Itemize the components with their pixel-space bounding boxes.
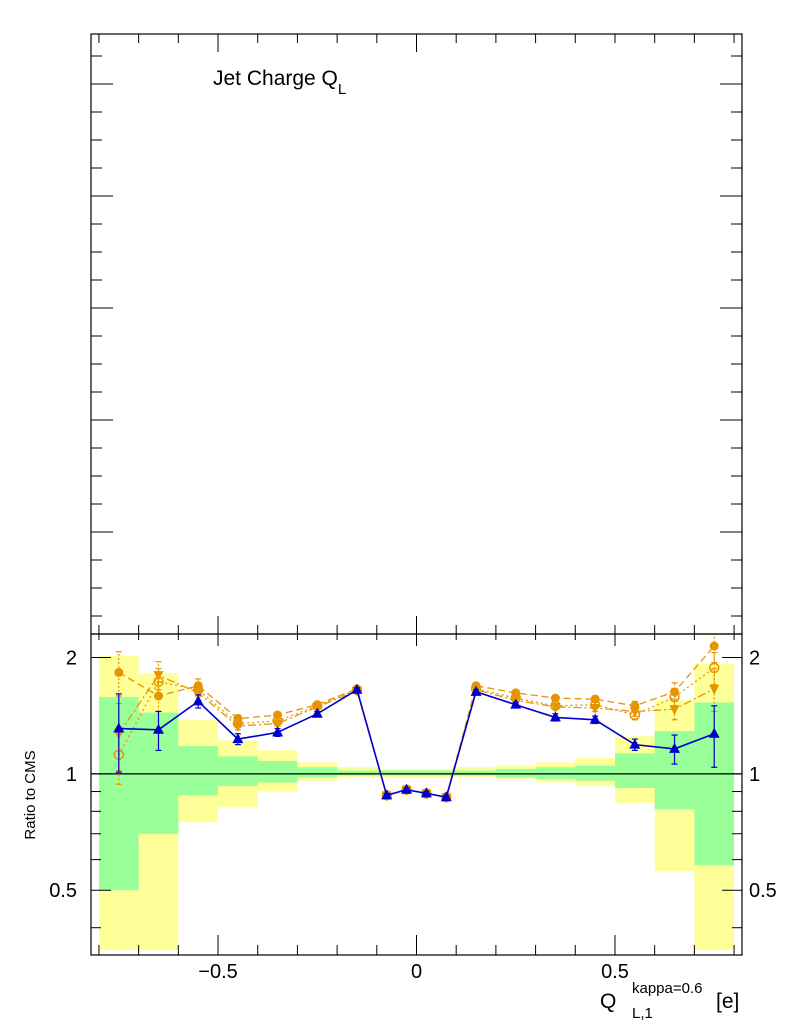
ratio-panel-frame bbox=[90, 633, 743, 956]
data-point bbox=[470, 685, 482, 696]
ratio-uncertainty-bands bbox=[98, 655, 735, 951]
data-point bbox=[669, 705, 680, 716]
data-point bbox=[590, 704, 601, 715]
green-band-bin bbox=[456, 770, 496, 776]
data-point bbox=[420, 787, 432, 798]
data-point bbox=[153, 671, 164, 682]
green-band-bin bbox=[396, 770, 417, 776]
data-point bbox=[708, 727, 720, 738]
series-line bbox=[118, 674, 715, 798]
data-point bbox=[550, 693, 560, 703]
data-point bbox=[511, 688, 521, 698]
data-point bbox=[629, 707, 640, 718]
ratio-x-axis-label: Qkappa=0.6 L,1[e] bbox=[600, 980, 739, 1022]
green-band-bin bbox=[297, 767, 338, 778]
data-point bbox=[510, 698, 522, 709]
ratio-x-tick-label: 0.5 bbox=[601, 961, 629, 983]
ratio-y-tick-label: 0.5 bbox=[49, 880, 77, 902]
green-band-bin bbox=[218, 756, 258, 787]
green-band-bin bbox=[376, 770, 397, 776]
green-band-bin bbox=[436, 770, 457, 776]
data-point bbox=[193, 688, 204, 699]
green-band-bin bbox=[535, 767, 576, 779]
data-point bbox=[114, 667, 124, 677]
upper-panel-frame bbox=[90, 33, 743, 635]
data-point bbox=[629, 738, 641, 749]
data-point bbox=[272, 726, 284, 737]
green-band-bin bbox=[614, 753, 655, 788]
green-band-bin bbox=[416, 770, 437, 776]
data-point bbox=[708, 662, 720, 674]
series-line bbox=[118, 688, 715, 799]
data-point bbox=[669, 742, 681, 753]
ratio-y-tick-label: 1 bbox=[66, 764, 77, 786]
ratio-y-tick-label-right: 1 bbox=[749, 764, 760, 786]
green-band-bin bbox=[178, 746, 219, 796]
ratio-y-tick-label-right: 2 bbox=[749, 647, 760, 669]
data-point bbox=[709, 641, 719, 651]
data-point bbox=[401, 783, 413, 794]
data-point bbox=[311, 707, 323, 718]
ratio-x-tick-label: −0.5 bbox=[198, 961, 237, 983]
green-band-bin bbox=[257, 760, 298, 783]
data-point bbox=[113, 722, 125, 733]
data-point bbox=[709, 684, 720, 695]
data-point bbox=[232, 733, 244, 744]
data-point bbox=[549, 711, 561, 722]
data-point bbox=[192, 695, 204, 706]
green-band-bin bbox=[495, 768, 536, 778]
data-point bbox=[272, 719, 283, 730]
ratio-panel-ticks bbox=[91, 634, 742, 955]
data-point bbox=[669, 691, 680, 703]
upper-panel-axes bbox=[90, 33, 743, 635]
ratio-series-group bbox=[113, 633, 720, 804]
data-point bbox=[381, 789, 393, 800]
ratio-y-tick-label: 2 bbox=[66, 647, 77, 669]
upper-panel-ticks bbox=[91, 34, 742, 634]
ratio-panel-tick-labels: −0.5 0 0.5 0.5 0.5 1 1 2 2 bbox=[49, 647, 777, 983]
ratio-y-tick-label-right: 0.5 bbox=[749, 880, 777, 902]
green-band-bin bbox=[337, 770, 377, 776]
data-point bbox=[232, 721, 243, 732]
upper-panel-title: Jet Charge QL bbox=[213, 67, 346, 98]
green-band-bin bbox=[575, 765, 615, 781]
data-point bbox=[152, 723, 164, 734]
ratio-series-0 bbox=[113, 683, 720, 802]
series-line bbox=[118, 645, 715, 798]
data-point bbox=[550, 702, 561, 713]
ratio-y-axis-label: Ratio to CMS bbox=[22, 750, 39, 839]
data-point bbox=[440, 791, 452, 802]
ratio-x-tick-label: 0 bbox=[411, 961, 422, 983]
data-point bbox=[351, 683, 363, 694]
data-point bbox=[589, 713, 601, 724]
